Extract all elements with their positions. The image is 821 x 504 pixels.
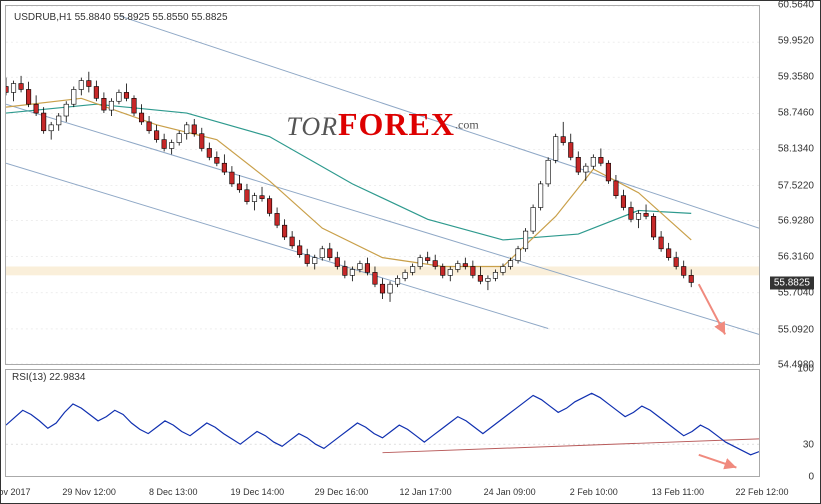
time-tick: 24 Jan 09:00 bbox=[484, 487, 536, 497]
rsi-title: RSI(13) 22.9834 bbox=[12, 372, 85, 383]
time-tick: 2 Feb 10:00 bbox=[570, 487, 618, 497]
chart-title: USDRUB,H1 55.8840 55.8925 55.8550 55.882… bbox=[14, 12, 228, 23]
rsi-label: RSI(13) bbox=[12, 372, 46, 383]
rsi-tick: 100 bbox=[797, 364, 814, 375]
time-tick: 12 Jan 17:00 bbox=[400, 487, 452, 497]
watermark-logo: TORFOREX.com bbox=[286, 106, 478, 143]
price-panel: USDRUB,H1 55.8840 55.8925 55.8550 55.882… bbox=[5, 5, 760, 365]
time-tick: 22 Feb 12:00 bbox=[735, 487, 788, 497]
chart-container: USDRUB,H1 55.8840 55.8925 55.8550 55.882… bbox=[0, 0, 821, 504]
price-tick: 60.5640 bbox=[778, 0, 814, 11]
rsi-tick: 0 bbox=[808, 472, 814, 483]
rsi-chart-svg bbox=[6, 370, 759, 476]
ohlc-label: 55.8840 55.8925 55.8550 55.8825 bbox=[75, 12, 228, 23]
time-tick: 8 Dec 13:00 bbox=[149, 487, 198, 497]
rsi-y-axis: 100300 bbox=[762, 369, 816, 477]
logo-tor: TOR bbox=[286, 112, 338, 141]
time-tick: 29 Dec 16:00 bbox=[315, 487, 369, 497]
price-tick: 59.3580 bbox=[778, 71, 814, 82]
price-y-axis: 60.564059.952059.358058.746058.134057.52… bbox=[762, 5, 816, 365]
price-tick: 56.9280 bbox=[778, 215, 814, 226]
price-chart-svg bbox=[6, 6, 759, 364]
logo-forex: FOREX bbox=[338, 106, 455, 142]
price-tick: 55.0920 bbox=[778, 324, 814, 335]
price-tick: 57.5220 bbox=[778, 180, 814, 191]
logo-com: .com bbox=[455, 118, 479, 132]
symbol-label: USDRUB,H1 bbox=[14, 12, 72, 23]
time-tick: 20 Nov 2017 bbox=[0, 487, 31, 497]
price-tick: 55.7040 bbox=[778, 288, 814, 299]
price-tick: 58.1340 bbox=[778, 144, 814, 155]
price-tick: 59.9520 bbox=[778, 36, 814, 47]
rsi-panel: RSI(13) 22.9834 bbox=[5, 369, 760, 477]
time-tick: 19 Dec 14:00 bbox=[231, 487, 285, 497]
rsi-tick: 30 bbox=[803, 439, 814, 450]
price-tick: 58.7460 bbox=[778, 107, 814, 118]
price-tick: 56.3160 bbox=[778, 252, 814, 263]
rsi-value: 22.9834 bbox=[49, 372, 85, 383]
current-price-tag: 55.8825 bbox=[770, 276, 814, 289]
time-x-axis: 20 Nov 201729 Nov 12:008 Dec 13:0019 Dec… bbox=[5, 475, 760, 499]
time-tick: 13 Feb 11:00 bbox=[652, 487, 704, 497]
time-tick: 29 Nov 12:00 bbox=[62, 487, 116, 497]
